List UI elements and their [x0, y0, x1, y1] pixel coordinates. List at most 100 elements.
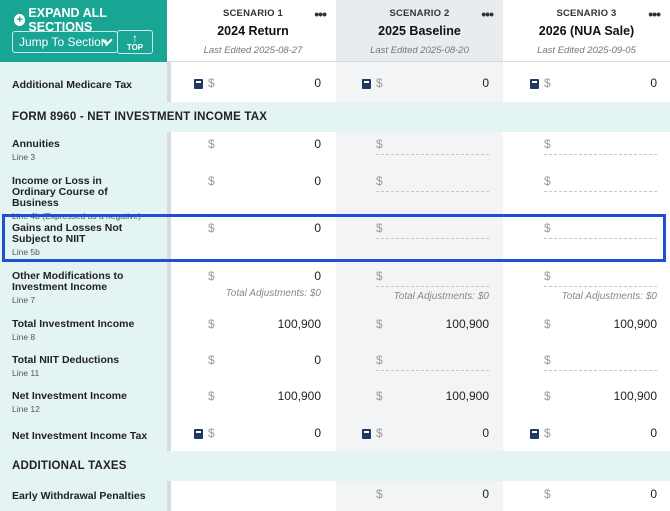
calculator-icon[interactable]	[530, 79, 539, 89]
cell-value: 0	[314, 174, 321, 188]
row-title: Net Investment Income Tax	[12, 430, 148, 442]
total-investment-s2: $ 100,900	[356, 315, 489, 335]
ordinary-income-s2-input[interactable]: $	[356, 172, 489, 192]
annuities-s1-input[interactable]: $ 0	[188, 135, 321, 155]
total-adjustments-s3[interactable]: Total Adjustments: $0	[561, 291, 657, 302]
scenario-2-label: SCENARIO 2	[389, 8, 450, 19]
row-title: Additional Medicare Tax	[12, 79, 132, 91]
row-label-total-investment: Total Investment Income Line 8	[12, 318, 135, 343]
cell-value: 0	[314, 221, 321, 235]
row-title: Gains and Losses Not Subject to NIIT	[12, 222, 123, 245]
cell-value: 0	[482, 426, 489, 440]
annuities-s3-input[interactable]: $	[524, 135, 657, 155]
niit-deductions-s2-input[interactable]: $	[356, 351, 489, 371]
input-underline	[544, 154, 657, 155]
cell-value: 0	[482, 487, 489, 501]
row-label-other-mods: Other Modifications to Investment Income…	[12, 270, 142, 306]
scroll-top-button[interactable]: ↑ TOP	[117, 30, 153, 54]
dollar-sign: $	[376, 76, 383, 90]
dollar-sign: $	[208, 353, 215, 367]
cell-value: 100,900	[613, 317, 657, 331]
dollar-sign: $	[208, 174, 215, 188]
addl-medicare-s3[interactable]: $ 0	[524, 74, 657, 94]
dollar-sign: $	[376, 221, 383, 235]
scenario-3-name: 2026 (NUA Sale)	[538, 24, 635, 38]
total-investment-s3: $ 100,900	[524, 315, 657, 335]
niit-tax-s1[interactable]: $ 0	[188, 424, 321, 444]
row-title: Net Investment Income	[12, 390, 127, 402]
row-title: Total NIIT Deductions	[12, 354, 120, 366]
total-adjustments-s1[interactable]: Total Adjustments: $0	[225, 288, 321, 299]
jump-to-section-label: Jump To Section	[19, 35, 108, 49]
section-header-form-8960[interactable]: FORM 8960 - NET INVESTMENT INCOME TAX	[0, 102, 670, 132]
niit-tax-s3[interactable]: $ 0	[524, 424, 657, 444]
calculator-icon[interactable]	[194, 79, 203, 89]
other-mods-s3-input[interactable]: $	[524, 267, 657, 287]
dollar-sign: $	[208, 317, 215, 331]
plus-circle-icon: +	[14, 14, 26, 26]
gains-losses-s3-input[interactable]: $	[524, 219, 657, 239]
ordinary-income-s3-input[interactable]: $	[524, 172, 657, 192]
top-label: TOP	[126, 43, 144, 52]
dollar-sign: $	[208, 426, 215, 440]
column-divider	[167, 62, 171, 511]
expand-all-label: EXPAND ALL SECTIONS	[28, 6, 107, 34]
niit-deductions-s3-input[interactable]: $	[524, 351, 657, 371]
other-mods-s2-input[interactable]: $	[356, 267, 489, 287]
gains-losses-s1-input[interactable]: $ 0	[188, 219, 321, 239]
cell-value: 100,900	[613, 389, 657, 403]
early-withdrawal-s3[interactable]: $ 0	[524, 485, 657, 505]
other-mods-s1-input[interactable]: $ 0	[188, 267, 321, 287]
total-investment-s1: $ 100,900	[188, 315, 321, 335]
row-labels-column	[0, 0, 167, 511]
niit-deductions-s1-input[interactable]: $ 0	[188, 351, 321, 371]
calculator-icon[interactable]	[194, 429, 203, 439]
row-subtitle: Line 11	[12, 368, 40, 378]
calculator-icon[interactable]	[362, 79, 371, 89]
dollar-sign: $	[544, 426, 551, 440]
net-investment-s1: $ 100,900	[188, 387, 321, 407]
dollar-sign: $	[544, 317, 551, 331]
annuities-s2-input[interactable]: $	[356, 135, 489, 155]
cell-value: 100,900	[277, 389, 321, 403]
row-title: Other Modifications to Investment Income	[12, 270, 124, 293]
ordinary-income-s1-input[interactable]: $ 0	[188, 172, 321, 192]
section-title: ADDITIONAL TAXES	[12, 460, 127, 472]
cell-value: 0	[650, 487, 657, 501]
scenario-1-menu-icon[interactable]: •••	[314, 6, 327, 22]
jump-to-section-dropdown[interactable]: Jump To Section	[12, 31, 118, 53]
early-withdrawal-s2[interactable]: $ 0	[356, 485, 489, 505]
dollar-sign: $	[544, 137, 551, 151]
dollar-sign: $	[544, 389, 551, 403]
calculator-icon[interactable]	[530, 429, 539, 439]
section-header-additional-taxes[interactable]: ADDITIONAL TAXES	[0, 451, 670, 481]
row-title: Total Investment Income	[12, 318, 135, 330]
cell-value: 100,900	[445, 317, 489, 331]
calculator-icon[interactable]	[362, 429, 371, 439]
net-investment-s2: $ 100,900	[356, 387, 489, 407]
expand-all-button[interactable]: + EXPAND ALL SECTIONS	[14, 6, 167, 34]
row-subtitle: Line 3	[12, 152, 36, 162]
scenario-3-label: SCENARIO 3	[556, 8, 617, 19]
gains-losses-s2-input[interactable]: $	[356, 219, 489, 239]
row-label-net-investment: Net Investment Income Line 12	[12, 390, 127, 415]
addl-medicare-s2[interactable]: $ 0	[356, 74, 489, 94]
cell-value: 100,900	[277, 317, 321, 331]
scenario-2-menu-icon[interactable]: •••	[481, 6, 494, 22]
row-label-early-withdrawal: Early Withdrawal Penalties	[12, 491, 146, 502]
niit-tax-s2[interactable]: $ 0	[356, 424, 489, 444]
scenario-2-name: 2025 Baseline	[378, 24, 461, 38]
dollar-sign: $	[376, 353, 383, 367]
total-adjustments-s2[interactable]: Total Adjustments: $0	[393, 291, 489, 302]
section-title: FORM 8960 - NET INVESTMENT INCOME TAX	[12, 111, 268, 123]
dollar-sign: $	[376, 137, 383, 151]
addl-medicare-s1[interactable]: $ 0	[188, 74, 321, 94]
dollar-sign: $	[544, 174, 551, 188]
scenario-3-menu-icon[interactable]: •••	[648, 6, 661, 22]
input-underline	[376, 370, 489, 371]
scenario-1-header: SCENARIO 1 2024 Return Last Edited 2025-…	[170, 0, 336, 62]
header-divider	[167, 61, 670, 62]
cell-value: 0	[314, 426, 321, 440]
row-label-niit-tax: Net Investment Income Tax	[12, 431, 147, 442]
dollar-sign: $	[208, 389, 215, 403]
